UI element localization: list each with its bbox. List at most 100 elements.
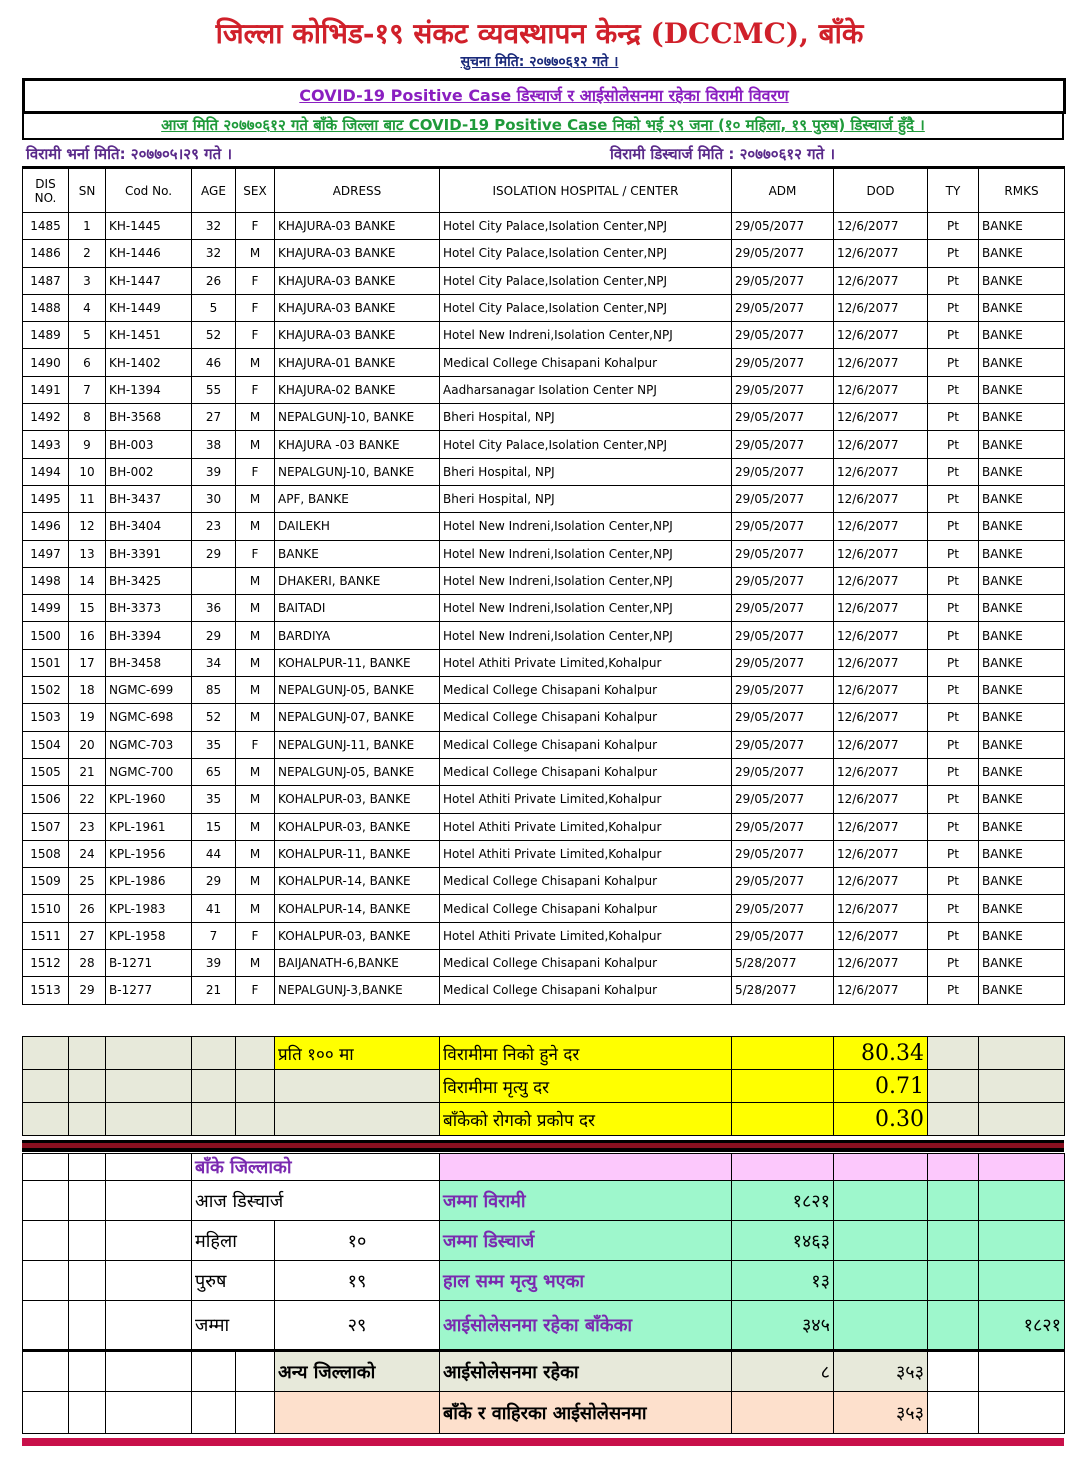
cell-age: 5 <box>191 293 236 323</box>
cell-type: Pt <box>927 321 979 350</box>
cell-sn: 27 <box>68 921 106 951</box>
cell-address: NEPALGUNJ-07, BANKE <box>274 703 440 732</box>
cell-hospital: Medical College Chisapani Kohalpur <box>439 348 732 377</box>
column-header-dis-no: DIS NO. <box>22 167 69 213</box>
cell-dis-no: 1500 <box>22 621 69 650</box>
rate-row: विरामीमा मृत्यु दर 0.71 <box>22 1069 1065 1103</box>
cell-remarks: BANKE <box>978 839 1065 869</box>
cell-dis-no: 1493 <box>22 430 69 459</box>
cell-type: Pt <box>927 894 979 923</box>
cell-dis-no: 1486 <box>22 239 69 268</box>
cell-dod-date: 12/6/2077 <box>833 867 928 896</box>
cell-remarks: BANKE <box>978 403 1065 432</box>
cell-code: B-1271 <box>105 949 192 978</box>
cell-code: KH-1447 <box>105 266 192 295</box>
notice-date: सुचना मिति: २०७७०६१२ गते । <box>460 54 619 70</box>
cell-hospital: Hotel City Palace,Isolation Center,NPJ <box>439 430 732 459</box>
cell <box>978 1069 1065 1103</box>
isolation-banke-total: १८२१ <box>978 1300 1066 1351</box>
cell-hospital: Hotel Athiti Private Limited,Kohalpur <box>439 648 732 678</box>
cell-adm-date: 29/05/2077 <box>731 703 834 732</box>
cell-adm-date: 29/05/2077 <box>731 812 834 841</box>
cell-dis-no: 1508 <box>22 839 69 869</box>
cell-sn: 3 <box>68 266 106 295</box>
cell-remarks: BANKE <box>978 621 1065 650</box>
other-district-label: अन्य जिल्लाको <box>273 1350 441 1392</box>
cell-address: KHAJURA-03 BANKE <box>274 266 440 295</box>
cell-hospital: Hotel New Indreni,Isolation Center,NPJ <box>439 566 732 596</box>
cell <box>978 1036 1065 1070</box>
cell-type: Pt <box>927 730 979 759</box>
cell-dod-date: 12/6/2077 <box>833 785 928 814</box>
cell-adm-date: 29/05/2077 <box>731 757 834 787</box>
cell-type: Pt <box>927 375 979 405</box>
cell-adm-date: 29/05/2077 <box>731 266 834 295</box>
cell-code: BH-3394 <box>105 621 192 650</box>
cell-code: B-1277 <box>105 976 192 1005</box>
cell-sex: F <box>235 539 275 568</box>
page-title: जिल्ला कोभिड-१९ संकट व्यवस्थापन केन्द्र … <box>215 17 864 50</box>
cell-age: 35 <box>191 785 236 814</box>
cell-address: DAILEKH <box>274 512 440 541</box>
cell-dod-date: 12/6/2077 <box>833 949 928 978</box>
cell-age: 32 <box>191 211 236 241</box>
isolation-banke-label: आईसोलेसनमा रहेका बाँकेका <box>439 1300 733 1351</box>
cell-adm-date: 29/05/2077 <box>731 430 834 459</box>
cell-dod-date: 12/6/2077 <box>833 512 928 541</box>
cell-sex: M <box>235 430 275 459</box>
male-label: पुरुष <box>191 1260 275 1301</box>
cell-adm-date: 29/05/2077 <box>731 457 834 486</box>
cell-code: KPL-1983 <box>105 894 192 923</box>
cell-sn: 11 <box>68 484 106 514</box>
cell-hospital: Hotel City Palace,Isolation Center,NPJ <box>439 293 732 323</box>
cell-hospital: Hotel New Indreni,Isolation Center,NPJ <box>439 321 732 350</box>
cell-sex: F <box>235 375 275 405</box>
cell-adm-date: 29/05/2077 <box>731 894 834 923</box>
cell-dis-no: 1489 <box>22 321 69 350</box>
table-row: 1485 1 KH-1445 32 F KHAJURA-03 BANKE Hotel Cit… <box>22 211 1065 241</box>
cell-code: NGMC-703 <box>105 730 192 759</box>
isolation-other: ८ <box>731 1350 835 1392</box>
cell-code: NGMC-699 <box>105 676 192 705</box>
table-row: 1503 19 NGMC-698 52 M NEPALGUNJ-07, BANKE Medi… <box>22 703 1065 732</box>
cell-adm-date: 29/05/2077 <box>731 293 834 323</box>
cell-sex: M <box>235 894 275 923</box>
cell-remarks: BANKE <box>978 703 1065 732</box>
cell-dod-date: 12/6/2077 <box>833 403 928 432</box>
cell-sex: M <box>235 594 275 623</box>
cell-sn: 10 <box>68 457 106 486</box>
discharge-date: विरामी डिस्चार्ज मिति : २०७७०६१२ गते । <box>610 145 836 163</box>
cell <box>927 1036 979 1070</box>
column-header-code: Cod No. <box>105 167 192 213</box>
cell-address: KHAJURA-03 BANKE <box>274 239 440 268</box>
cell <box>731 1036 834 1070</box>
cell-dod-date: 12/6/2077 <box>833 594 928 623</box>
cell-adm-date: 29/05/2077 <box>731 676 834 705</box>
cell-age: 30 <box>191 484 236 514</box>
cell-remarks: BANKE <box>978 976 1065 1005</box>
cell <box>927 1069 979 1103</box>
cell-address: KOHALPUR-14, BANKE <box>274 894 440 923</box>
cell-code: KPL-1956 <box>105 839 192 869</box>
cell-hospital: Aadharsanagar Isolation Center NPJ <box>439 375 732 405</box>
cell-dis-no: 1502 <box>22 676 69 705</box>
cell-dod-date: 12/6/2077 <box>833 812 928 841</box>
cell <box>978 1102 1065 1136</box>
header-row: DIS NO. SN Cod No. AGE SEX ADRESS ISOLATION HO… <box>22 167 1065 213</box>
cell-remarks: BANKE <box>978 730 1065 759</box>
cell-hospital: Hotel New Indreni,Isolation Center,NPJ <box>439 539 732 568</box>
cell-sn: 24 <box>68 839 106 869</box>
cell-hospital: Medical College Chisapani Kohalpur <box>439 703 732 732</box>
cell-age: 39 <box>191 457 236 486</box>
cell-dis-no: 1510 <box>22 894 69 923</box>
cell-sex: M <box>235 839 275 869</box>
cell-remarks: BANKE <box>978 539 1065 568</box>
report-subtitle: आज मिति २०७७०६१२ गते बाँके जिल्ला बाट CO… <box>22 111 1064 140</box>
cell-hospital: Hotel New Indreni,Isolation Center,NPJ <box>439 621 732 650</box>
cell-age: 41 <box>191 894 236 923</box>
total-label: जम्मा <box>191 1300 275 1351</box>
cell-code: BH-3404 <box>105 512 192 541</box>
cell-dod-date: 12/6/2077 <box>833 921 928 951</box>
cell-dod-date: 12/6/2077 <box>833 266 928 295</box>
total-discharge: १४६३ <box>731 1220 835 1261</box>
